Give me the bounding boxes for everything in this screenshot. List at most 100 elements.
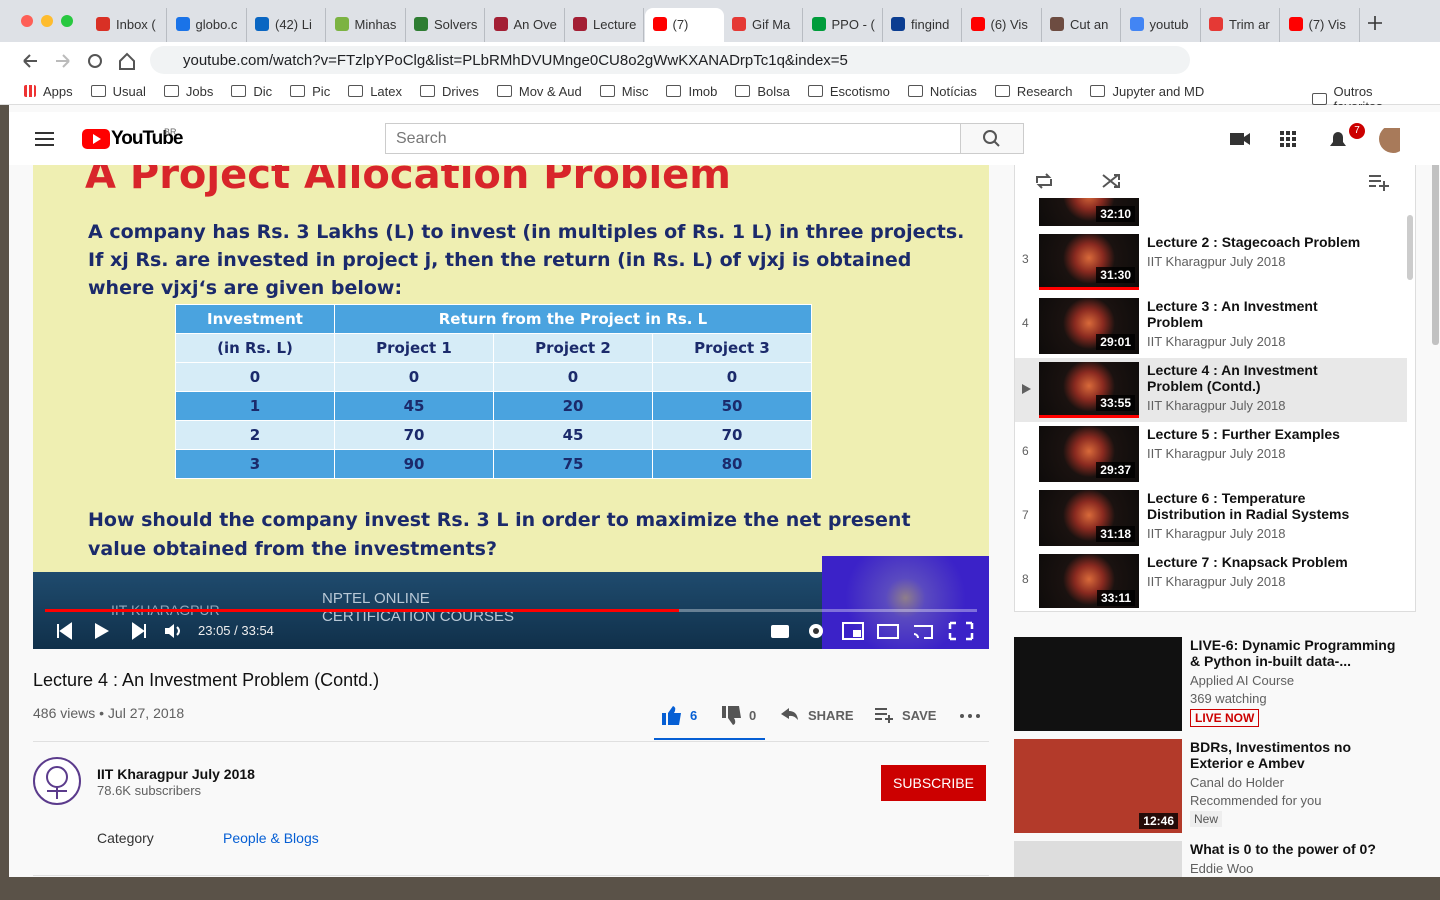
browser-tab[interactable]: (7) <box>644 8 724 42</box>
table-cell: 3 <box>175 449 335 479</box>
playlist-controls[interactable] <box>1035 171 1415 191</box>
playlist-item[interactable]: 3 31:30 Lecture 2 : Stagecoach Problem IIT … <box>1015 230 1407 294</box>
bookmark[interactable]: Jupyter and MD <box>1090 84 1204 99</box>
bookmark[interactable]: Dic <box>231 84 272 99</box>
bookmark[interactable]: Apps <box>24 84 73 99</box>
folder-icon <box>735 85 751 97</box>
new-tab[interactable] <box>1368 16 1382 30</box>
playlist-panel: 32:10IIT Kharagpur July 2018331:30Lectur… <box>1014 165 1416 612</box>
browser-tab[interactable]: (7) Vis <box>1281 8 1360 42</box>
bookmark[interactable]: Imob <box>666 84 717 99</box>
browser-tab[interactable]: youtub <box>1122 8 1201 42</box>
category-link[interactable]: People & Blogs <box>223 830 319 846</box>
item-duration: 29:37 <box>1096 462 1135 478</box>
folder-icon <box>1312 93 1327 105</box>
playlist-item[interactable]: 6 29:37 Lecture 5 : Further Examples IIT Kh… <box>1015 422 1407 486</box>
tab-title: Inbox ( <box>116 17 156 32</box>
bookmark-label: Jobs <box>185 83 214 99</box>
bookmark[interactable]: Research <box>994 84 1072 99</box>
playlist-item[interactable]: 4 29:01 Lecture 3 : An Investment Problem I… <box>1015 294 1407 358</box>
progress-track[interactable] <box>45 609 977 612</box>
url-field[interactable]: youtube.com/watch?v=FTzlpYPoClg&list=PLb… <box>150 46 1190 74</box>
tab-title: Minhas <box>354 17 397 32</box>
folder-icon <box>90 85 106 97</box>
browser-tab[interactable]: Cut an <box>1042 8 1121 42</box>
bookmark[interactable]: Pic <box>290 84 330 99</box>
bookmark[interactable]: Latex <box>348 84 402 99</box>
action-icons[interactable] <box>661 705 981 727</box>
dislike-count[interactable]: 0 <box>749 708 757 723</box>
menu-icon[interactable] <box>35 131 55 147</box>
search-button[interactable] <box>960 123 1024 154</box>
browser-tab[interactable]: (6) Vis <box>963 8 1042 42</box>
bookmark[interactable]: Drives <box>420 84 479 99</box>
video-player[interactable]: A Project Allocation Problem A company h… <box>33 140 989 649</box>
tab-title: (42) Li <box>275 17 312 32</box>
browser-tab[interactable]: An Ove <box>486 8 565 42</box>
browser-tab[interactable]: fingind <box>883 8 962 42</box>
bookmark[interactable]: Bolsa <box>735 84 790 99</box>
bookmark-label: Escotismo <box>829 83 890 99</box>
tab-favicon <box>334 17 349 31</box>
recommendation[interactable]: What is 0 to the power of 0? Eddie Woo <box>1014 841 1424 877</box>
bookmark[interactable]: Jobs <box>163 83 214 99</box>
playlist-item[interactable]: 32:10IIT Kharagpur July 2018 <box>1015 198 1407 230</box>
player-controls[interactable] <box>55 620 195 642</box>
like-count[interactable]: 6 <box>690 708 698 723</box>
player-settings[interactable] <box>769 620 979 642</box>
scrollbar[interactable] <box>1407 215 1413 280</box>
table-cell: 90 <box>334 449 494 479</box>
bookmark[interactable]: Escotismo <box>807 83 890 99</box>
bookmark[interactable]: Notícias <box>907 84 977 99</box>
search-box[interactable]: Search <box>385 123 961 154</box>
channel-avatar[interactable] <box>33 757 81 805</box>
table-row: (in Rs. L) Project 1 Project 2 Project 3 <box>175 333 812 363</box>
table-cell: 80 <box>652 449 812 479</box>
browser-tab[interactable]: Solvers <box>406 8 485 42</box>
browser-tab[interactable]: PPO - ( <box>804 8 883 42</box>
item-channel: IIT Kharagpur July 2018 <box>1147 526 1286 541</box>
notification-badge[interactable]: 7 <box>1349 123 1365 139</box>
rec-thumbnail <box>1014 841 1182 877</box>
subscribe-button[interactable]: SUBSCRIBE <box>881 765 986 801</box>
browser-tab[interactable]: Lecture <box>565 8 644 42</box>
page-scrollbar[interactable] <box>1432 140 1439 345</box>
bookmark-label: Apps <box>43 83 73 99</box>
logo-icon[interactable] <box>82 129 110 149</box>
channel-name[interactable]: IIT Kharagpur July 2018 <box>97 766 255 782</box>
nav-buttons[interactable] <box>22 52 142 70</box>
logo-text[interactable]: YouTube <box>111 128 183 149</box>
slide-line: value obtained from the investments? <box>88 538 497 560</box>
item-index: 8 <box>1022 572 1029 586</box>
browser-tab[interactable]: Gif Ma <box>724 8 803 42</box>
playlist-item[interactable]: 33:55 Lecture 4 : An Investment Problem (… <box>1015 358 1407 422</box>
tab-favicon <box>414 17 428 31</box>
save-button[interactable]: SAVE <box>902 708 937 723</box>
rec-badge: LIVE NOW <box>1190 709 1260 727</box>
rec-badge: New <box>1190 811 1223 827</box>
recommendation[interactable]: 12:46 BDRs, Investimentos no Exterior e A… <box>1014 739 1424 833</box>
browser-tab[interactable]: Trim ar <box>1201 8 1280 42</box>
item-duration: 33:55 <box>1096 395 1135 411</box>
item-duration: 31:30 <box>1096 267 1135 283</box>
browser-tab[interactable]: (42) Li <box>247 8 326 42</box>
folder-icon <box>290 85 306 97</box>
recommendation[interactable]: LIVE-6: Dynamic Programming & Python in-… <box>1014 637 1424 731</box>
bookmark[interactable]: Mov & Aud <box>496 84 582 99</box>
tab-favicon <box>96 17 110 31</box>
item-index: 7 <box>1022 508 1029 522</box>
table-cell: 20 <box>493 391 653 421</box>
browser-tab[interactable]: globo.c <box>168 8 247 42</box>
item-channel: IIT Kharagpur July 2018 <box>1147 334 1286 349</box>
youtube-header: YouTube BR Search 7 <box>9 112 1440 165</box>
browser-tab[interactable]: Minhas <box>327 8 406 42</box>
bookmark[interactable]: Misc <box>599 84 648 99</box>
playlist-item[interactable]: 8 33:11 Lecture 7 : Knapsack Problem IIT Kh… <box>1015 550 1407 608</box>
header-icons[interactable] <box>1230 128 1400 154</box>
rec-info: 369 watching <box>1190 691 1267 706</box>
playlist-item[interactable]: 7 31:18 Lecture 6 : Temperature Distributi… <box>1015 486 1407 550</box>
share-button[interactable]: SHARE <box>808 708 854 723</box>
rec-channel: Canal do Holder <box>1190 775 1284 790</box>
browser-tab[interactable]: Inbox ( <box>88 8 167 42</box>
bookmark[interactable]: Usual <box>90 84 146 99</box>
